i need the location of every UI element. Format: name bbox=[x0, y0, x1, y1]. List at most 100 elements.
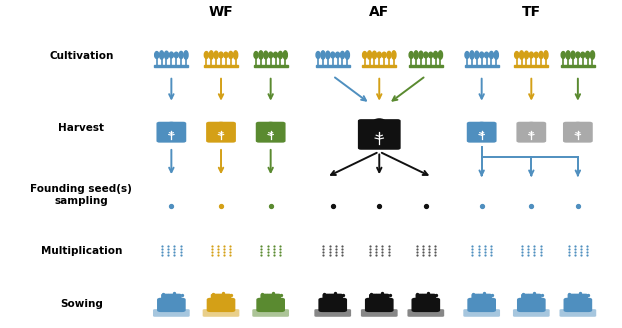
Ellipse shape bbox=[164, 51, 169, 59]
Text: AF: AF bbox=[369, 5, 389, 19]
Bar bbox=[514, 65, 549, 67]
Ellipse shape bbox=[439, 51, 442, 59]
Ellipse shape bbox=[224, 52, 228, 58]
Ellipse shape bbox=[331, 52, 335, 58]
FancyBboxPatch shape bbox=[568, 294, 577, 301]
Text: Sowing: Sowing bbox=[60, 299, 103, 309]
Ellipse shape bbox=[373, 118, 386, 125]
FancyBboxPatch shape bbox=[477, 294, 486, 301]
Ellipse shape bbox=[368, 51, 371, 59]
Bar bbox=[409, 65, 443, 67]
FancyBboxPatch shape bbox=[223, 294, 231, 301]
FancyBboxPatch shape bbox=[563, 122, 593, 143]
FancyBboxPatch shape bbox=[211, 294, 220, 301]
Text: Cultivation: Cultivation bbox=[49, 51, 114, 61]
Ellipse shape bbox=[392, 51, 396, 59]
FancyBboxPatch shape bbox=[369, 294, 378, 301]
FancyBboxPatch shape bbox=[463, 309, 500, 317]
Ellipse shape bbox=[534, 52, 538, 58]
FancyBboxPatch shape bbox=[471, 294, 480, 301]
Ellipse shape bbox=[519, 51, 524, 59]
FancyBboxPatch shape bbox=[513, 309, 550, 317]
FancyBboxPatch shape bbox=[167, 294, 176, 301]
Ellipse shape bbox=[204, 51, 208, 58]
Ellipse shape bbox=[480, 52, 484, 58]
Ellipse shape bbox=[566, 51, 570, 59]
FancyBboxPatch shape bbox=[527, 294, 536, 301]
Bar bbox=[465, 65, 499, 67]
Ellipse shape bbox=[387, 51, 391, 59]
FancyBboxPatch shape bbox=[564, 298, 592, 312]
Text: Multiplication: Multiplication bbox=[40, 246, 122, 256]
FancyBboxPatch shape bbox=[256, 298, 285, 312]
Ellipse shape bbox=[234, 51, 238, 59]
Ellipse shape bbox=[490, 51, 493, 59]
FancyBboxPatch shape bbox=[157, 298, 186, 312]
Ellipse shape bbox=[373, 51, 376, 59]
FancyBboxPatch shape bbox=[358, 119, 401, 150]
Ellipse shape bbox=[219, 52, 223, 58]
FancyBboxPatch shape bbox=[375, 294, 384, 301]
Ellipse shape bbox=[475, 51, 479, 59]
Ellipse shape bbox=[590, 51, 595, 59]
Ellipse shape bbox=[326, 51, 330, 59]
Ellipse shape bbox=[169, 52, 174, 58]
Ellipse shape bbox=[544, 51, 548, 59]
Ellipse shape bbox=[254, 51, 258, 58]
Bar bbox=[362, 65, 396, 67]
Ellipse shape bbox=[155, 51, 159, 58]
FancyBboxPatch shape bbox=[427, 294, 436, 301]
FancyBboxPatch shape bbox=[153, 309, 190, 317]
Ellipse shape bbox=[335, 52, 340, 58]
FancyBboxPatch shape bbox=[157, 122, 186, 143]
FancyBboxPatch shape bbox=[422, 294, 430, 301]
FancyBboxPatch shape bbox=[318, 298, 347, 312]
Ellipse shape bbox=[514, 51, 519, 58]
Ellipse shape bbox=[363, 51, 367, 58]
Ellipse shape bbox=[571, 51, 575, 59]
FancyBboxPatch shape bbox=[517, 298, 545, 312]
FancyBboxPatch shape bbox=[521, 294, 530, 301]
FancyBboxPatch shape bbox=[203, 309, 239, 317]
Bar bbox=[561, 65, 595, 67]
FancyBboxPatch shape bbox=[314, 309, 351, 317]
Ellipse shape bbox=[274, 52, 277, 58]
Ellipse shape bbox=[576, 52, 580, 58]
Ellipse shape bbox=[561, 51, 565, 58]
FancyBboxPatch shape bbox=[216, 294, 225, 301]
Ellipse shape bbox=[382, 52, 386, 58]
Ellipse shape bbox=[414, 51, 418, 59]
Ellipse shape bbox=[267, 122, 275, 126]
FancyBboxPatch shape bbox=[206, 122, 236, 143]
Ellipse shape bbox=[167, 122, 175, 126]
Ellipse shape bbox=[345, 51, 350, 59]
Ellipse shape bbox=[494, 51, 498, 59]
FancyBboxPatch shape bbox=[361, 309, 397, 317]
FancyBboxPatch shape bbox=[381, 294, 389, 301]
FancyBboxPatch shape bbox=[533, 294, 542, 301]
Ellipse shape bbox=[214, 51, 218, 59]
Ellipse shape bbox=[174, 52, 179, 58]
Ellipse shape bbox=[585, 51, 590, 59]
Ellipse shape bbox=[478, 122, 486, 126]
FancyBboxPatch shape bbox=[272, 294, 281, 301]
FancyBboxPatch shape bbox=[256, 122, 285, 143]
FancyBboxPatch shape bbox=[322, 294, 331, 301]
Ellipse shape bbox=[159, 51, 164, 59]
Bar bbox=[315, 65, 350, 67]
FancyBboxPatch shape bbox=[466, 122, 496, 143]
Ellipse shape bbox=[485, 52, 489, 58]
Ellipse shape bbox=[527, 122, 536, 126]
FancyBboxPatch shape bbox=[560, 309, 596, 317]
Ellipse shape bbox=[465, 51, 469, 58]
Bar bbox=[204, 65, 238, 67]
Ellipse shape bbox=[184, 51, 188, 59]
Ellipse shape bbox=[340, 51, 345, 59]
Bar bbox=[254, 65, 288, 67]
Ellipse shape bbox=[429, 52, 433, 58]
Bar bbox=[154, 65, 188, 67]
Text: WF: WF bbox=[208, 5, 233, 19]
Ellipse shape bbox=[539, 51, 543, 59]
Ellipse shape bbox=[470, 51, 474, 59]
Text: Founding seed(s)
sampling: Founding seed(s) sampling bbox=[30, 184, 132, 206]
